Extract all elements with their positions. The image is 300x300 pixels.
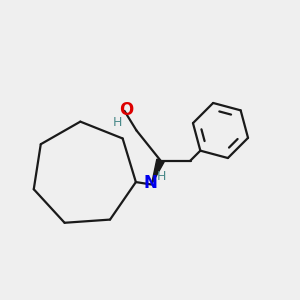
Text: H: H [156,169,166,183]
Text: N: N [143,174,157,192]
Polygon shape [152,159,164,184]
Text: H: H [112,116,122,129]
Text: O: O [119,101,133,119]
